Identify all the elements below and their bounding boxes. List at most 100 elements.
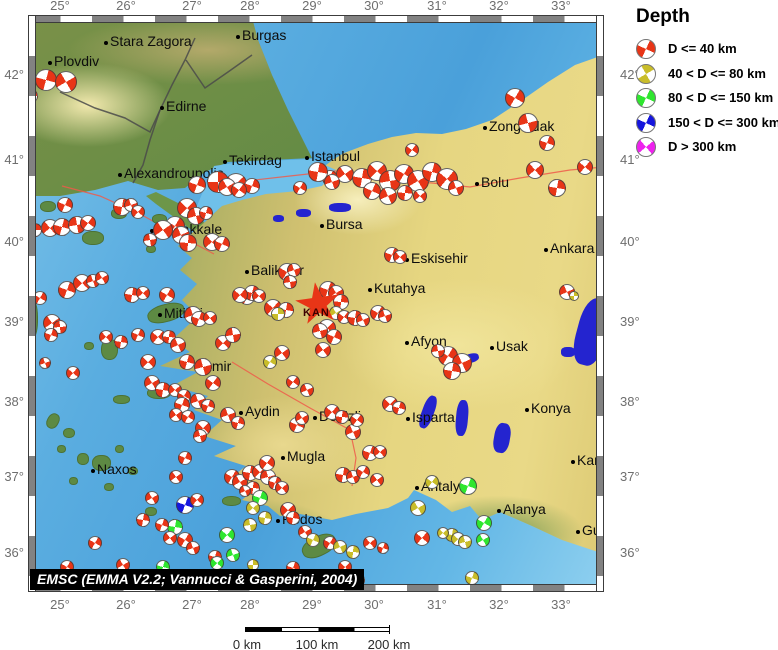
lon-label-bottom: 33° <box>551 597 571 612</box>
lake-shape <box>329 202 351 212</box>
city-label-usak: Usak <box>496 338 528 354</box>
lon-label-bottom: 30° <box>364 597 384 612</box>
island-shape <box>63 428 75 438</box>
city-dot-denizli <box>313 416 317 420</box>
legend-item-label: D > 300 km <box>668 139 737 154</box>
legend-beachball-icon <box>636 112 656 133</box>
legend-beachball-icon <box>636 137 656 157</box>
beachball-r <box>286 375 300 389</box>
city-dot-mugla <box>281 456 285 460</box>
beachball-r <box>315 342 331 358</box>
lon-label-bottom: 26° <box>116 597 136 612</box>
beachball-r <box>201 399 215 413</box>
beachball-g <box>226 548 240 562</box>
beachball-r <box>155 518 169 532</box>
legend-item-4: D > 300 km <box>630 136 778 161</box>
beachball-r <box>39 357 51 369</box>
city-label-mugla: Mugla <box>287 448 326 464</box>
attribution-text: EMSC (EMMA V2.2; Vannucci & Gasperini, 2… <box>30 569 365 590</box>
scale-label-0km: 0 km <box>232 637 262 650</box>
beachball-r <box>370 473 384 487</box>
lon-label-top: 25° <box>50 0 70 13</box>
lat-label-left: 40° <box>4 234 24 249</box>
city-dot-tekirdag <box>223 160 227 164</box>
beachball-r <box>178 451 192 465</box>
city-dot-balikesir <box>245 270 249 274</box>
beachball-r <box>143 233 157 247</box>
beachball-y <box>437 527 449 539</box>
beachball-r <box>397 185 413 201</box>
beachball-r <box>214 236 230 252</box>
city-dot-zonguldak <box>483 126 487 130</box>
beachball-r <box>239 485 251 497</box>
beachball-r <box>443 362 461 380</box>
beachball-r <box>114 335 128 349</box>
beachball-r <box>169 470 183 484</box>
lake-shape <box>272 214 284 222</box>
island-shape <box>40 200 56 212</box>
beachball-r <box>413 189 427 203</box>
beachball-y <box>569 291 579 301</box>
beachball-y <box>263 355 277 369</box>
beachball-r <box>179 354 195 370</box>
lon-label-top: 32° <box>489 0 509 13</box>
legend-item-3: 150 < D <= 300 km <box>630 112 778 137</box>
island-shape <box>82 231 104 245</box>
beachball-g <box>476 515 492 531</box>
island-shape <box>221 496 241 506</box>
beachball-r <box>539 135 555 151</box>
beachball-y <box>246 501 260 515</box>
lon-label-bottom: 32° <box>489 597 509 612</box>
beachball-r <box>99 330 113 344</box>
beachball-y <box>243 518 257 532</box>
beachball-r <box>188 176 206 194</box>
beachball-r <box>356 313 370 327</box>
beachball-r <box>140 354 156 370</box>
beachball-r <box>145 491 159 505</box>
beachball-r <box>231 182 247 198</box>
beachball-r <box>293 181 307 195</box>
city-label-isparta: Isparta <box>412 409 455 425</box>
lon-label-bottom: 31° <box>427 597 447 612</box>
island-shape <box>77 453 89 465</box>
island-shape <box>114 445 124 453</box>
lon-label-top: 30° <box>364 0 384 13</box>
beachball-r <box>203 311 217 325</box>
beachball-r <box>193 429 207 443</box>
beachball-r <box>259 455 275 471</box>
island-shape <box>68 477 78 485</box>
legend-item-label: 150 < D <= 300 km <box>668 114 778 130</box>
legend-beachball-icon <box>636 88 656 108</box>
beachball-r <box>505 88 525 108</box>
beachball-r <box>159 287 175 303</box>
legend-title: Depth <box>636 6 690 27</box>
beachball-r <box>414 530 430 546</box>
beachball-r <box>295 411 309 425</box>
lat-label-right: 39° <box>620 314 640 329</box>
beachball-g <box>459 477 477 495</box>
beachball-r <box>335 410 349 424</box>
lat-label-right: 37° <box>620 469 640 484</box>
city-label-naxos: Naxos <box>97 461 137 477</box>
beachball-r <box>80 215 96 231</box>
lat-label-left: 38° <box>4 394 24 409</box>
beachball-r <box>136 286 150 300</box>
island-shape <box>128 467 138 475</box>
city-dot-rodos <box>276 519 280 523</box>
beachball-y <box>333 540 347 554</box>
city-dot-edirne <box>160 106 164 110</box>
city-label-ankara: Ankara <box>550 240 595 256</box>
lat-label-left: 41° <box>4 152 24 167</box>
beachball-r <box>431 344 445 358</box>
lon-label-top: 27° <box>182 0 202 13</box>
beachball-r <box>232 287 248 303</box>
island-shape <box>84 342 94 350</box>
city-dot-konya <box>525 408 529 412</box>
lon-label-top: 31° <box>427 0 447 13</box>
beachball-g <box>219 527 235 543</box>
city-dot-mitilini <box>158 313 162 317</box>
lon-label-bottom: 28° <box>240 597 260 612</box>
beachball-r <box>377 542 389 554</box>
city-dot-burgas <box>236 35 240 39</box>
city-label-bolu: Bolu <box>481 174 510 190</box>
